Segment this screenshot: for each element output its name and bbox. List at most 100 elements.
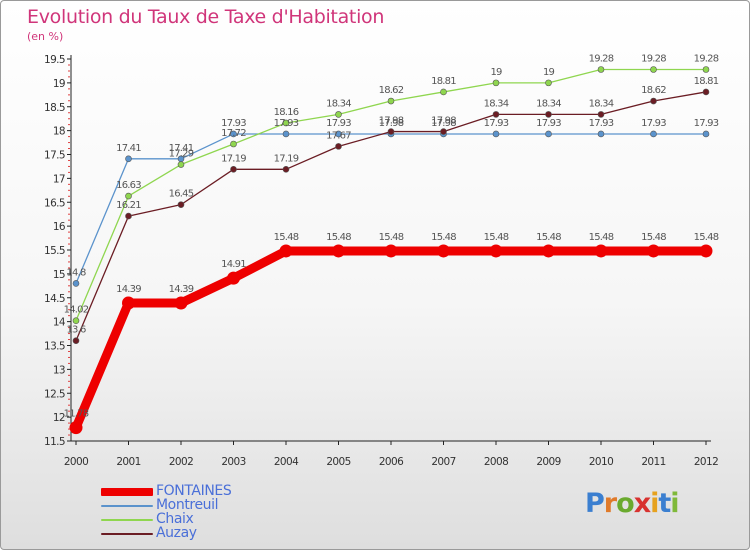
y-tick-label: 17.5	[44, 150, 65, 162]
data-point-auzay	[335, 143, 342, 150]
data-label-fontaines: 11.78	[64, 409, 89, 420]
data-point-fontaines	[384, 244, 398, 258]
y-tick-label: 18	[53, 126, 65, 138]
data-point-montreuil	[125, 155, 132, 163]
data-point-fontaines	[647, 244, 660, 258]
data-point-fontaines	[122, 296, 135, 310]
data-point-fontaines	[332, 244, 345, 258]
data-point-chaix	[335, 111, 342, 118]
data-label-chaix: 17.72	[221, 128, 246, 139]
data-label-montreuil: 17.93	[484, 118, 509, 129]
x-tick-label: 2005	[326, 456, 350, 468]
data-point-chaix	[545, 79, 552, 87]
data-point-chaix	[177, 161, 185, 168]
data-label-auzay: 18.34	[589, 98, 614, 109]
logo-letter: P	[585, 488, 605, 519]
data-point-fontaines	[594, 244, 608, 258]
y-tick-label: 16	[53, 221, 66, 233]
data-label-auzay: 17.98	[379, 116, 404, 127]
data-label-auzay: 17.19	[221, 153, 246, 164]
data-point-montreuil	[597, 130, 605, 138]
chart-unit-label: (en %)	[27, 30, 64, 43]
data-point-fontaines	[542, 244, 555, 258]
x-tick-label: 2006	[379, 456, 404, 468]
chart-title: Evolution du Taux de Taxe d'Habitation	[27, 6, 385, 28]
data-point-fontaines	[279, 244, 293, 258]
data-label-chaix: 18.34	[326, 98, 351, 109]
data-label-chaix: 16.63	[116, 180, 141, 191]
data-point-chaix	[125, 192, 132, 200]
x-tick-label: 2012	[694, 456, 718, 468]
data-point-fontaines	[174, 296, 188, 310]
y-tick-label: 14	[53, 317, 66, 329]
x-tick-label: 2003	[221, 456, 245, 468]
data-point-montreuil	[650, 130, 657, 138]
data-label-montreuil: 17.93	[589, 118, 614, 129]
data-label-montreuil: 17.41	[169, 143, 194, 154]
data-label-montreuil: 17.93	[326, 118, 351, 129]
legend-swatch	[101, 505, 153, 507]
data-label-fontaines: 15.48	[694, 232, 719, 243]
data-label-fontaines: 14.39	[169, 284, 194, 295]
data-label-chaix: 19.28	[589, 54, 614, 65]
proxiti-logo: Proxiti	[585, 488, 680, 519]
data-point-chaix	[72, 317, 80, 324]
data-label-montreuil: 17.93	[274, 118, 299, 129]
x-tick-label: 2009	[536, 456, 560, 468]
legend-swatch	[101, 533, 153, 535]
data-point-auzay	[440, 128, 447, 135]
data-point-chaix	[597, 66, 605, 73]
data-point-auzay	[125, 212, 132, 220]
legend-label: Auzay	[156, 525, 197, 541]
data-label-fontaines: 15.48	[326, 232, 351, 243]
data-label-auzay: 16.45	[169, 189, 194, 200]
x-tick-label: 2004	[274, 456, 299, 468]
data-label-montreuil: 17.98	[379, 118, 404, 129]
data-label-chaix: 19.28	[641, 54, 666, 65]
data-point-fontaines	[699, 244, 713, 258]
data-point-chaix	[702, 66, 710, 73]
x-tick-label: 2011	[641, 456, 665, 468]
data-label-montreuil: 17.41	[116, 143, 141, 154]
data-point-fontaines	[489, 244, 503, 258]
data-label-montreuil: 17.98	[431, 118, 456, 129]
x-tick-label: 2001	[116, 456, 140, 468]
legend-label: Montreuil	[156, 497, 219, 513]
data-label-auzay: 18.81	[694, 76, 719, 87]
data-label-fontaines: 15.48	[431, 232, 456, 243]
legend-swatch	[101, 488, 153, 496]
data-label-auzay: 18.34	[484, 98, 509, 109]
data-point-auzay	[650, 97, 657, 105]
data-point-montreuil	[230, 130, 237, 138]
data-label-fontaines: 15.48	[589, 232, 614, 243]
x-tick-label: 2008	[484, 456, 508, 468]
data-point-auzay	[492, 111, 500, 118]
data-point-montreuil	[545, 130, 552, 138]
data-point-fontaines	[227, 271, 240, 285]
data-label-montreuil: 17.93	[641, 118, 666, 129]
data-label-fontaines: 15.48	[274, 232, 299, 243]
data-point-chaix	[387, 97, 395, 105]
data-label-chaix: 18.62	[379, 85, 404, 96]
y-tick-label: 15	[53, 269, 65, 281]
data-label-fontaines: 15.48	[379, 232, 404, 243]
data-point-auzay	[72, 337, 80, 345]
y-tick-label: 14.5	[44, 293, 65, 305]
data-label-auzay: 18.34	[536, 98, 561, 109]
x-tick-label: 2010	[589, 456, 613, 468]
x-tick-label: 2002	[169, 456, 193, 468]
data-point-montreuil	[702, 130, 710, 138]
data-label-chaix: 19	[543, 67, 555, 78]
data-point-auzay	[597, 111, 605, 118]
data-point-montreuil	[492, 130, 500, 138]
data-point-chaix	[650, 66, 657, 73]
data-label-auzay: 18.62	[641, 85, 666, 96]
legend-swatch	[101, 519, 153, 521]
data-label-auzay: 13.6	[66, 325, 86, 336]
series-line-fontaines	[71, 246, 711, 433]
y-tick-label: 16.5	[44, 197, 65, 209]
y-tick-label: 13.5	[44, 341, 65, 353]
data-label-chaix: 18.81	[431, 76, 456, 87]
data-point-auzay	[387, 128, 395, 135]
legend-label: FONTAINES	[156, 483, 232, 499]
